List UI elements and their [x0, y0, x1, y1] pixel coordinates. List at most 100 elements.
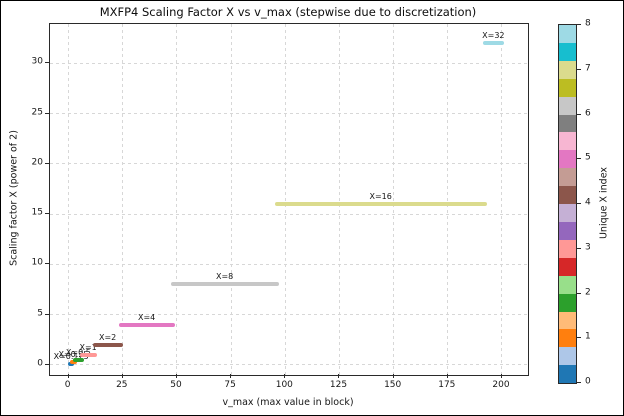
y-tick-label: 10	[31, 257, 43, 268]
colorbar-tick-mark	[577, 68, 581, 70]
chart-title: MXFP4 Scaling Factor X vs v_max (stepwis…	[99, 5, 477, 19]
colorbar-tick-mark	[577, 203, 581, 204]
segment-annotation: X=0.5	[65, 347, 91, 357]
colorbar-tick-mark	[577, 382, 581, 383]
colorbar-band	[559, 60, 576, 79]
colorbar-tick-mark	[577, 113, 581, 115]
colorbar-band	[559, 293, 576, 312]
colorbar-tick-mark	[577, 337, 581, 339]
colorbar-tick-mark	[577, 292, 581, 294]
data-segment	[79, 352, 97, 357]
x-tick-mark	[175, 374, 177, 378]
x-tick-mark	[284, 374, 286, 378]
x-tick-label: 175	[438, 380, 456, 390]
colorbar-band	[559, 347, 576, 366]
segment-annotation: X=1	[79, 342, 97, 352]
colorbar-band	[559, 275, 576, 294]
x-tick-mark	[121, 374, 123, 378]
segment-annotation: X=16	[369, 192, 392, 202]
colorbar-tick-label: 5	[585, 152, 591, 163]
colorbar-band	[559, 168, 576, 187]
data-segment	[274, 202, 487, 207]
x-tick-label: 75	[224, 380, 236, 390]
plot-area: X=0.125 X=0.25 X=0.5 X=1 X=2 X=4 X=8 X=16 X=32	[49, 23, 529, 376]
y-gridline	[50, 62, 528, 64]
y-tick-mark	[45, 62, 49, 64]
x-axis-label: v_max (max value in block)	[222, 397, 354, 408]
colorbar-tick-label: 8	[585, 18, 591, 29]
colorbar-band	[559, 221, 576, 240]
x-gridline	[176, 24, 178, 375]
y-gridline	[50, 314, 528, 316]
y-tick-label: 30	[31, 56, 43, 67]
x-tick-mark	[67, 374, 69, 378]
colorbar-band	[559, 239, 576, 258]
x-gridline	[447, 24, 449, 375]
data-segment	[170, 282, 279, 287]
colorbar-band	[559, 257, 576, 276]
colorbar-band	[559, 132, 576, 151]
x-tick-mark	[230, 374, 232, 378]
x-gridline	[338, 24, 340, 375]
y-tick-mark	[45, 162, 49, 164]
colorbar-band	[559, 78, 576, 97]
x-tick-label: 125	[329, 380, 348, 390]
x-tick-mark	[392, 374, 394, 378]
colorbar-band	[559, 365, 576, 384]
segment-annotation: X=8	[216, 272, 234, 282]
x-gridline	[122, 24, 124, 375]
y-axis-label: Scaling factor X (power of 2)	[8, 130, 20, 266]
data-segment	[92, 342, 123, 347]
y-gridline	[50, 113, 528, 114]
y-gridline	[50, 364, 528, 366]
x-tick-label: 25	[116, 380, 128, 390]
y-tick-mark	[45, 263, 49, 265]
y-tick-label: 20	[31, 157, 43, 168]
y-gridline	[50, 163, 528, 165]
colorbar-tick-label: 6	[585, 108, 591, 118]
colorbar-tick-label: 2	[585, 287, 591, 297]
x-gridline	[393, 24, 395, 375]
y-tick-label: 25	[31, 107, 43, 118]
x-gridline	[501, 24, 503, 375]
data-segment	[482, 41, 504, 46]
x-gridline	[68, 24, 70, 375]
colorbar-band	[559, 114, 576, 133]
y-gridline	[50, 213, 528, 215]
colorbar-tick-label: 0	[585, 376, 591, 387]
segment-annotation: X=0.125	[53, 351, 89, 361]
x-tick-label: 200	[492, 380, 510, 390]
colorbar-tick-label: 3	[585, 242, 591, 253]
segment-annotation: X=0.25	[58, 350, 89, 360]
colorbar-tick-label: 4	[585, 197, 591, 208]
segment-annotation: X=32	[482, 31, 505, 41]
colorbar-tick-mark	[577, 24, 581, 25]
y-tick-mark	[45, 313, 49, 315]
x-tick-mark	[338, 374, 340, 378]
colorbar-tick-mark	[577, 158, 581, 160]
segment-annotation: X=4	[137, 312, 156, 322]
colorbar-band	[559, 96, 576, 115]
x-gridline	[284, 24, 286, 375]
data-segment	[69, 360, 78, 365]
x-tick-label: 150	[384, 380, 402, 390]
x-tick-mark	[446, 374, 448, 378]
colorbar-tick-mark	[577, 247, 581, 249]
colorbar-band	[559, 329, 576, 348]
segment-annotation: X=2	[98, 332, 117, 342]
data-segment	[73, 357, 84, 362]
y-tick-mark	[45, 363, 49, 365]
x-tick-label: 50	[170, 380, 182, 390]
data-segment	[118, 322, 175, 327]
y-tick-label: 0	[37, 358, 43, 369]
y-gridline	[50, 263, 528, 265]
y-tick-label: 15	[31, 207, 43, 218]
colorbar-tick-label: 7	[585, 63, 591, 74]
x-tick-label: 100	[275, 380, 293, 390]
colorbar-band	[559, 150, 576, 169]
colorbar	[558, 24, 577, 384]
colorbar-band	[559, 42, 576, 61]
colorbar-band	[559, 25, 576, 43]
colorbar-band	[559, 186, 576, 205]
